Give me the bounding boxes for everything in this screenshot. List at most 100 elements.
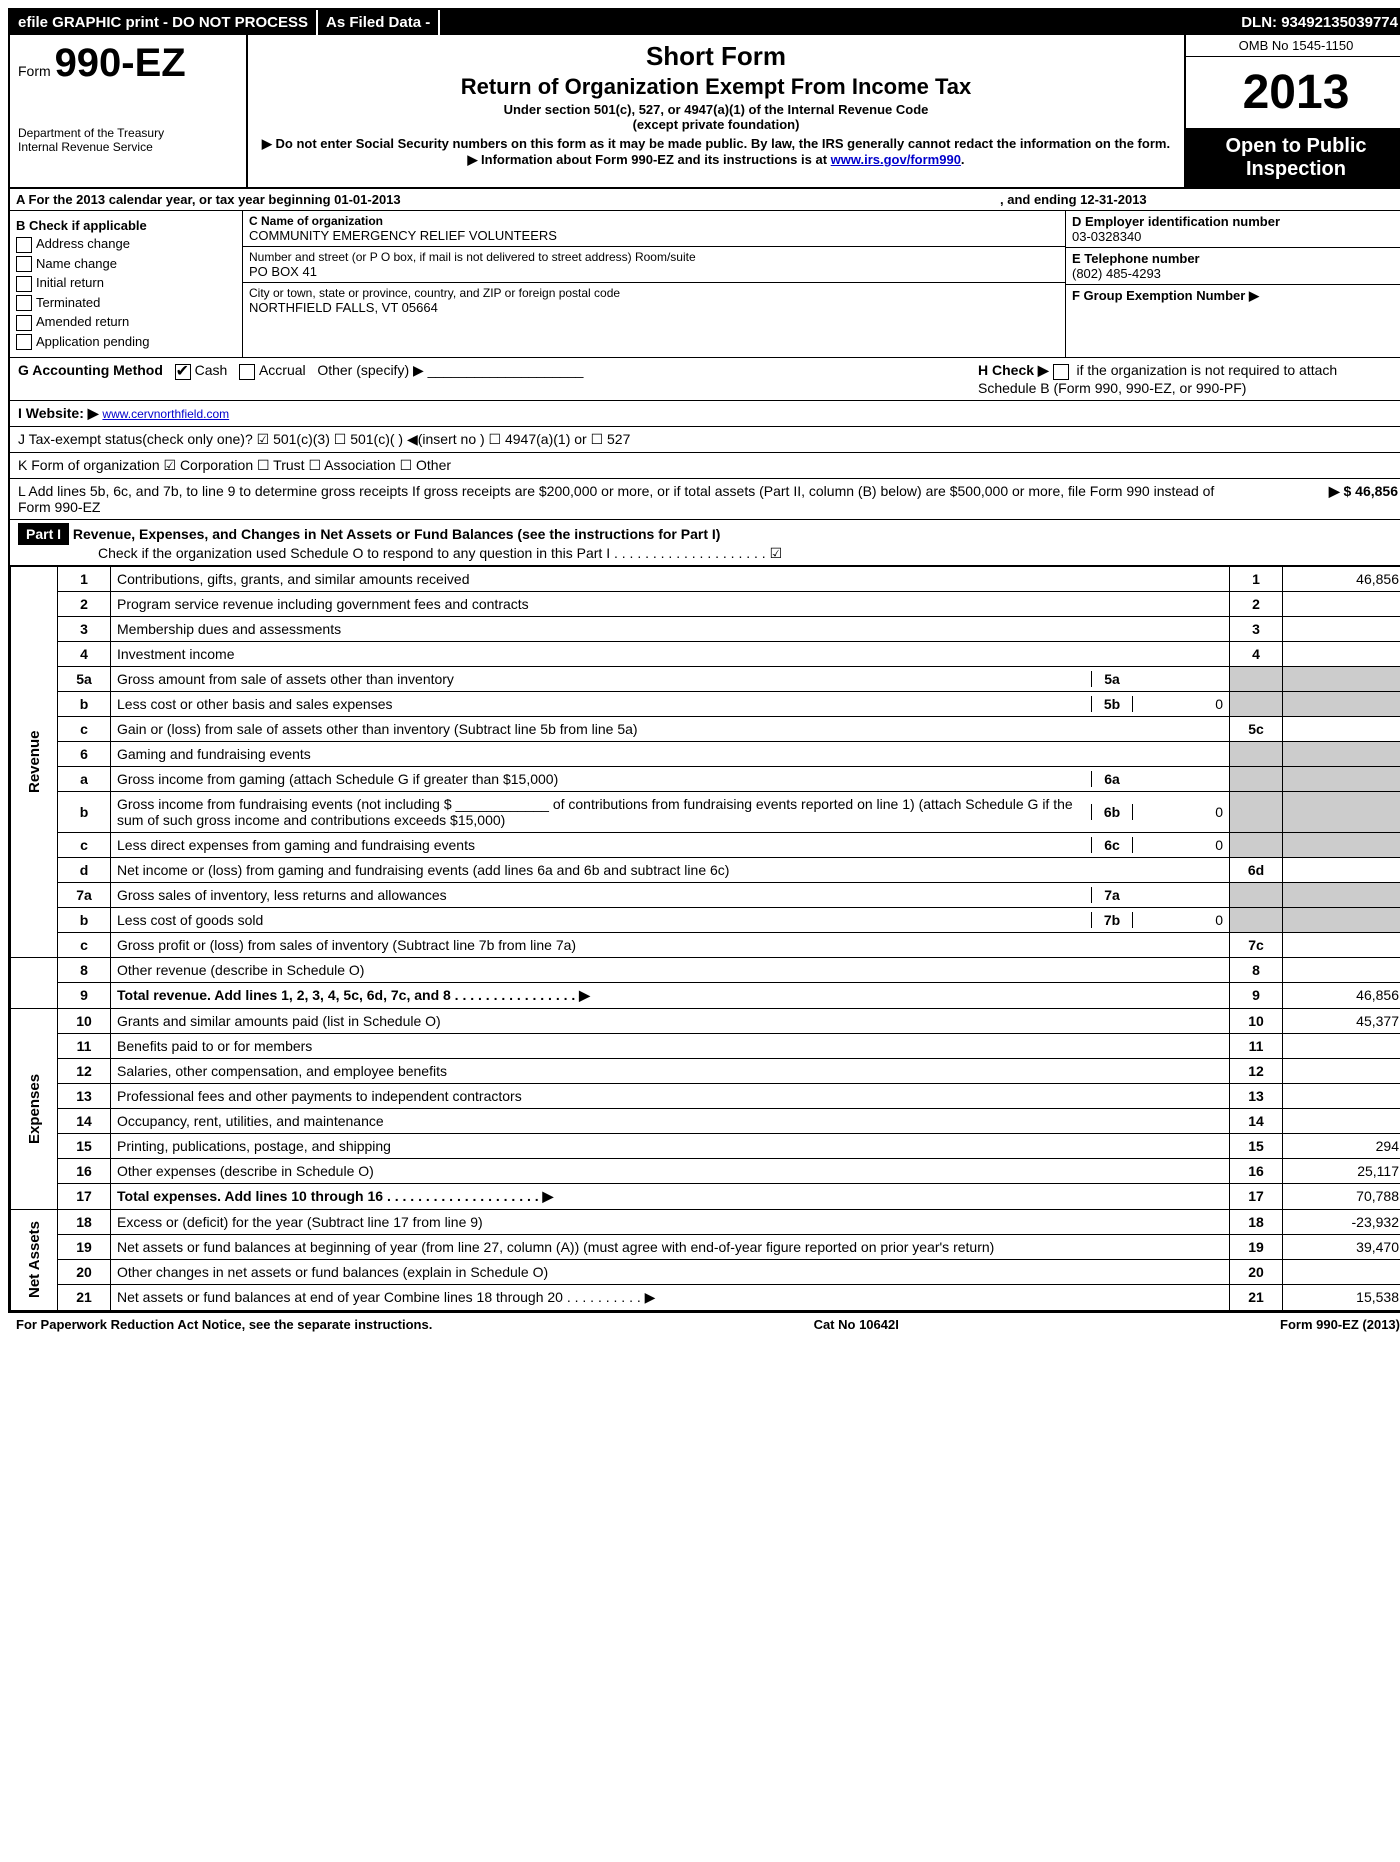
rn6d: 6d [1230,857,1283,882]
d7b: Less cost of goods sold7b0 [111,907,1230,932]
n6a: a [58,766,111,791]
row-a: A For the 2013 calendar year, or tax yea… [10,189,1400,211]
n7b: b [58,907,111,932]
v8 [1283,957,1400,982]
cb-cash[interactable] [175,364,191,380]
n11: 11 [58,1033,111,1058]
rn11: 11 [1230,1033,1283,1058]
d6d: Net income or (loss) from gaming and fun… [111,857,1230,882]
topbar-left: efile GRAPHIC print - DO NOT PROCESS [10,10,318,35]
header-right: OMB No 1545-1150 2013 Open to Public Ins… [1184,35,1400,187]
side-revenue: Revenue [11,566,58,957]
d9: Total revenue. Add lines 1, 2, 3, 4, 5c,… [111,982,1230,1008]
v2 [1283,591,1400,616]
cb-accrual[interactable] [239,364,255,380]
n17: 17 [58,1183,111,1209]
d14: Occupancy, rent, utilities, and maintena… [111,1108,1230,1133]
row-j: J Tax-exempt status(check only one)? ☑ 5… [10,427,1400,453]
n1: 1 [58,566,111,591]
d10: Grants and similar amounts paid (list in… [111,1008,1230,1033]
section-d-e-f: D Employer identification number 03-0328… [1066,211,1400,357]
form-number: 990-EZ [55,41,186,85]
street-val: PO BOX 41 [249,264,1059,279]
v17: 70,788 [1283,1183,1400,1209]
n5c: c [58,716,111,741]
rn5c: 5c [1230,716,1283,741]
side-netassets: Net Assets [11,1209,58,1310]
d18: Excess or (deficit) for the year (Subtra… [111,1209,1230,1234]
omb-number: OMB No 1545-1150 [1186,35,1400,57]
n10: 10 [58,1008,111,1033]
d7c: Gross profit or (loss) from sales of inv… [111,932,1230,957]
d5a: Gross amount from sale of assets other t… [111,666,1230,691]
street-label: Number and street (or P O box, if mail i… [249,250,1059,264]
lbl-accrual: Accrual [259,362,306,378]
d-label: D Employer identification number [1072,214,1280,229]
rn2: 2 [1230,591,1283,616]
d7a: Gross sales of inventory, less returns a… [111,882,1230,907]
h-label: H Check ▶ [978,362,1049,378]
n6b: b [58,791,111,832]
v20 [1283,1259,1400,1284]
v5a [1283,666,1400,691]
phone: (802) 485-4293 [1072,266,1161,281]
rn7b [1230,907,1283,932]
v7c [1283,932,1400,957]
v1: 46,856 [1283,566,1400,591]
header-left: Form 990-EZ Department of the Treasury I… [10,35,248,187]
v21: 15,538 [1283,1284,1400,1310]
rn5b [1230,691,1283,716]
rn8: 8 [1230,957,1283,982]
d5c: Gain or (loss) from sale of assets other… [111,716,1230,741]
n8: 8 [58,957,111,982]
d15: Printing, publications, postage, and shi… [111,1133,1230,1158]
n6d: d [58,857,111,882]
part1-header: Part I Revenue, Expenses, and Changes in… [10,520,1400,566]
city-label: City or town, state or province, country… [249,286,1059,300]
title-short-form: Short Form [258,41,1174,72]
part1-label: Part I [18,523,69,545]
cb-initial[interactable] [16,276,32,292]
n5a: 5a [58,666,111,691]
v6d [1283,857,1400,882]
rn14: 14 [1230,1108,1283,1133]
irs-link[interactable]: www.irs.gov/form990 [831,152,961,167]
footer-mid: Cat No 10642I [814,1317,899,1332]
ein: 03-0328340 [1072,229,1141,244]
dept-irs: Internal Revenue Service [18,140,238,154]
rn3: 3 [1230,616,1283,641]
n19: 19 [58,1234,111,1259]
website-link[interactable]: www.cervnorthfield.com [102,407,229,421]
g-label: G Accounting Method [18,362,163,378]
v6b [1283,791,1400,832]
v7b [1283,907,1400,932]
cb-pending[interactable] [16,334,32,350]
v4 [1283,641,1400,666]
footer-left: For Paperwork Reduction Act Notice, see … [16,1317,432,1332]
n3: 3 [58,616,111,641]
v6a [1283,766,1400,791]
rn7c: 7c [1230,932,1283,957]
lbl-address: Address change [36,236,130,251]
rn6b [1230,791,1283,832]
cb-amended[interactable] [16,315,32,331]
d13: Professional fees and other payments to … [111,1083,1230,1108]
cb-terminated[interactable] [16,295,32,311]
subtitle-except: (except private foundation) [258,117,1174,132]
side-expenses: Expenses [11,1008,58,1209]
d12: Salaries, other compensation, and employ… [111,1058,1230,1083]
cb-address-change[interactable] [16,237,32,253]
cb-name-change[interactable] [16,256,32,272]
rn16: 16 [1230,1158,1283,1183]
n7a: 7a [58,882,111,907]
v3 [1283,616,1400,641]
n9: 9 [58,982,111,1008]
title-return: Return of Organization Exempt From Incom… [258,74,1174,100]
org-block: C Name of organization COMMUNITY EMERGEN… [243,211,1066,357]
rn19: 19 [1230,1234,1283,1259]
n16: 16 [58,1158,111,1183]
n5b: b [58,691,111,716]
cb-h[interactable] [1053,364,1069,380]
rn10: 10 [1230,1008,1283,1033]
lbl-amended: Amended return [36,314,129,329]
